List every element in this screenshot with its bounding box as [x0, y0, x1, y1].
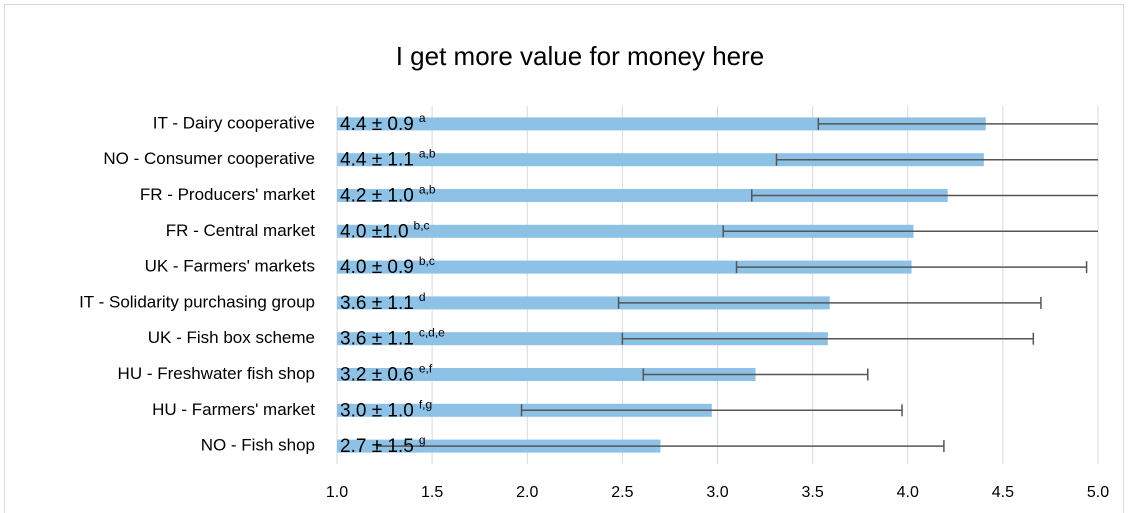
category-label: FR - Central market [166, 221, 316, 240]
x-tick-label: 5.0 [1087, 484, 1109, 501]
value-label-text: 3.0 ± 1.0 [340, 400, 414, 421]
value-label: 3.2 ± 0.6 e,f [340, 362, 433, 386]
value-label-text: 2.7 ± 1.5 [340, 436, 414, 457]
chart-border [4, 4, 1124, 513]
significance-letters: a [419, 111, 426, 125]
category-label: IT - Dairy cooperative [153, 113, 315, 132]
x-tick-label: 4.0 [897, 484, 919, 501]
bar [337, 260, 912, 274]
value-label: 3.0 ± 1.0 f,g [340, 397, 432, 421]
x-tick-label: 3.5 [802, 484, 824, 501]
value-label: 4.4 ± 1.1 a,b [340, 147, 436, 171]
category-label: NO - Consumer cooperative [103, 149, 315, 168]
category-label: HU - Freshwater fish shop [118, 364, 315, 383]
value-label-text: 3.6 ± 1.1 [340, 293, 414, 314]
value-label-text: 3.6 ± 1.1 [340, 329, 414, 350]
value-label-text: 4.2 ± 1.0 [340, 186, 414, 207]
value-label-text: 4.4 ± 1.1 [340, 150, 414, 171]
value-label: 4.4 ± 0.9 a [340, 111, 426, 135]
value-label-text: 3.2 ± 0.6 [340, 365, 414, 386]
chart-title: I get more value for money here [396, 41, 765, 71]
value-label: 4.2 ± 1.0 a,b [340, 183, 436, 207]
bar [337, 117, 986, 131]
significance-letters: b,c [419, 254, 435, 268]
significance-letters: d [419, 290, 426, 304]
category-label: FR - Producers' market [140, 185, 315, 204]
significance-letters: g [419, 433, 426, 447]
significance-letters: a,b [419, 147, 436, 161]
category-label: UK - Fish box scheme [148, 328, 315, 347]
bar [337, 296, 830, 310]
value-label-text: 4.0 ± 0.9 [340, 257, 414, 278]
x-tick-label: 1.5 [421, 484, 443, 501]
category-label: IT - Solidarity purchasing group [79, 292, 315, 311]
x-tick-label: 3.0 [706, 484, 728, 501]
value-label-text: 4.4 ± 0.9 [340, 114, 414, 135]
category-label: HU - Farmers' market [152, 400, 315, 419]
significance-letters: f,g [419, 397, 432, 411]
value-label: 4.0 ±1.0 b,c [340, 218, 430, 242]
significance-letters: e,f [419, 362, 433, 376]
significance-letters: b,c [414, 218, 430, 232]
significance-letters: a,b [419, 183, 436, 197]
value-label: 3.6 ± 1.1 d [340, 290, 426, 314]
bar [337, 189, 948, 202]
significance-letters: c,d,e [419, 326, 445, 340]
value-label-text: 4.0 ±1.0 [340, 221, 409, 242]
bar [337, 224, 914, 238]
value-label: 2.7 ± 1.5 g [340, 433, 426, 457]
x-tick-label: 2.0 [516, 484, 538, 501]
category-label: NO - Fish shop [201, 436, 315, 455]
bar [337, 153, 984, 167]
x-tick-label: 1.0 [326, 484, 348, 501]
bar [337, 368, 756, 381]
value-label: 4.0 ± 0.9 b,c [340, 254, 435, 278]
value-label: 3.6 ± 1.1 c,d,e [340, 326, 445, 350]
bar [337, 332, 828, 346]
category-label: UK - Farmers' markets [145, 257, 315, 276]
x-tick-label: 2.5 [611, 484, 633, 501]
x-tick-label: 4.5 [992, 484, 1014, 501]
